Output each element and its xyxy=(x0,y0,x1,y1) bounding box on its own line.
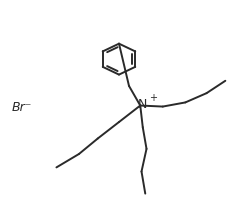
Text: +: + xyxy=(148,93,156,103)
Text: N: N xyxy=(137,98,146,111)
Text: Br⁻: Br⁻ xyxy=(11,101,32,114)
